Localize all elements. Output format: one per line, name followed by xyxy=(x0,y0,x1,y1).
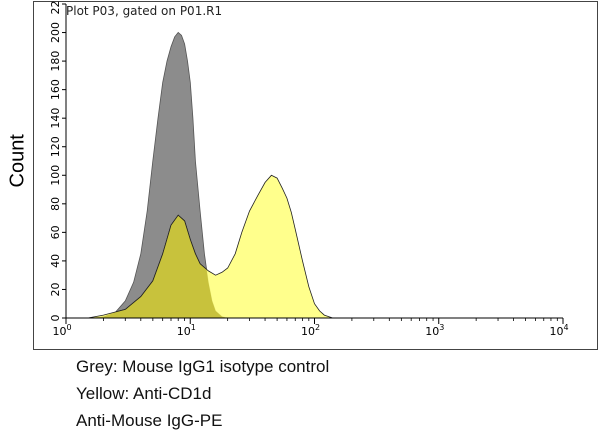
x-tick-label: 104 xyxy=(549,323,568,338)
x-tick-label: 102 xyxy=(301,323,320,338)
legend-caption-antibody: Anti-Mouse IgG-PE xyxy=(76,411,223,430)
plot-title: Plot P03, gated on P01.R1 xyxy=(66,4,223,18)
y-tick-label: 220 xyxy=(49,0,62,15)
y-tick-label: 60 xyxy=(49,225,62,239)
y-tick-label: 180 xyxy=(49,51,62,72)
legend-caption-yellow: Yellow: Anti-CD1d xyxy=(76,384,212,403)
x-tick-label: 101 xyxy=(177,323,196,338)
plot-frame xyxy=(33,1,598,350)
y-tick-label: 100 xyxy=(49,165,62,186)
y-tick-label: 0 xyxy=(49,315,62,322)
y-tick-label: 160 xyxy=(49,79,62,100)
histogram-chart: 100 101 102 103 104 0 20 40 60 80 100 120 140 160 180 2… xyxy=(49,0,569,338)
y-tick-label: 80 xyxy=(49,197,62,211)
y-tick-label: 120 xyxy=(49,136,62,157)
x-tick-label: 100 xyxy=(52,323,71,338)
y-tick-label: 140 xyxy=(49,108,62,129)
legend-caption-grey: Grey: Mouse IgG1 isotype control xyxy=(76,357,330,376)
y-tick-label: 200 xyxy=(49,22,62,43)
y-tick-label: 40 xyxy=(49,254,62,268)
series-overlap-area xyxy=(87,174,228,318)
x-tick-label: 103 xyxy=(425,323,444,338)
y-tick-label: 20 xyxy=(49,282,62,296)
